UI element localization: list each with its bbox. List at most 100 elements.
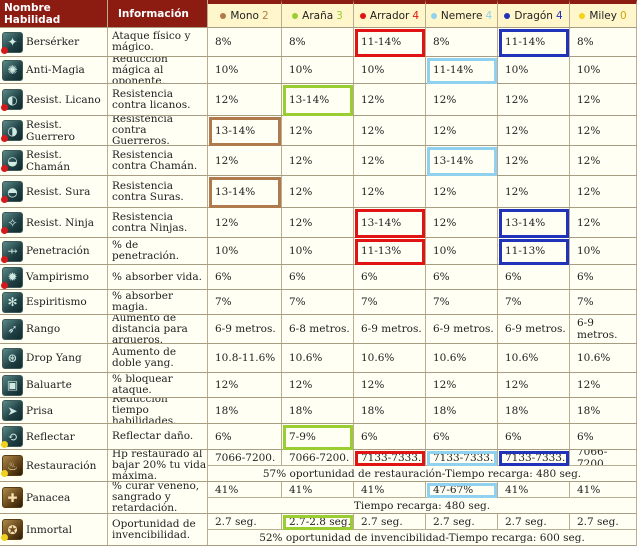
skill-value-cell: 41% xyxy=(282,482,354,498)
skill-value: 12% xyxy=(289,379,313,391)
skill-value: 7% xyxy=(215,296,232,308)
skill-value: 10.6% xyxy=(505,352,539,364)
skill-info-cell: % absorber vida. xyxy=(108,265,208,289)
skill-value-cell: 6% xyxy=(354,265,426,289)
skill-value-cell: 2.7 seg. xyxy=(498,514,570,530)
skill-value: 13-14% xyxy=(215,124,256,137)
skill-value: 12% xyxy=(505,154,529,167)
skill-value: 10.6% xyxy=(577,352,611,364)
skill-info-cell: Resistencia contra Ninjas. xyxy=(108,208,208,237)
bulwark-icon: ▣ xyxy=(2,374,23,396)
skill-value: 2.7 seg. xyxy=(577,515,619,528)
skill-value: 41% xyxy=(289,483,313,496)
skill-value: 6-9 metros. xyxy=(505,323,566,335)
cooldown-note-text: 52% oportunidad de invencibilidad-Tiempo… xyxy=(259,532,585,544)
skill-value: 41% xyxy=(215,483,239,496)
skill-value-cell: 10% xyxy=(426,238,498,264)
skill-name: Rango xyxy=(26,323,61,335)
skill-value-cell: 6% xyxy=(498,265,570,289)
skill-name-cell: ⇸ Penetración xyxy=(0,238,108,264)
skill-value-cell: 8% xyxy=(426,28,498,56)
skill-value: 7-9% xyxy=(289,430,316,443)
skill-name: Penetración xyxy=(26,245,90,257)
table-row: ◒ Resist. Chamán Resistencia contra Chamán… xyxy=(0,146,637,176)
skill-value: 18% xyxy=(215,404,239,417)
skill-value-cell: 6-9 metros. xyxy=(354,315,426,343)
skill-value-cell: 12% xyxy=(426,373,498,397)
spirit-icon: ✻ xyxy=(2,291,23,313)
skill-value: 7% xyxy=(361,296,378,308)
skill-value: 41% xyxy=(505,483,529,496)
skill-value: 8% xyxy=(433,36,450,48)
skill-value: 2.7 seg. xyxy=(505,515,547,528)
skill-value-cell: 12% xyxy=(570,116,637,145)
skill-value: 7133-7333. xyxy=(505,451,566,464)
skill-value: 12% xyxy=(215,154,239,167)
skill-value-cell: 7% xyxy=(354,290,426,314)
skill-value-cell: 13-14% xyxy=(498,208,570,237)
skill-value: 10.6% xyxy=(433,352,467,364)
skill-value-cell: 13-14% xyxy=(426,146,498,175)
cooldown-note-text: Tiempo recarga: 480 seg. xyxy=(353,500,491,512)
skill-value-cell: 12% xyxy=(426,116,498,145)
skill-info-cell: Resistencia contra Chamán. xyxy=(108,146,208,175)
skill-info-cell: Reflectar daño. xyxy=(108,424,208,449)
skill-name-cell: ⊛ Drop Yang xyxy=(0,344,108,372)
skill-value-cell: 6-9 metros. xyxy=(570,315,637,343)
skill-value: 10.6% xyxy=(289,352,323,364)
skill-value-cell: 8% xyxy=(570,28,637,56)
skill-value-cell: 6% xyxy=(282,265,354,289)
skill-info: Oportunidad de invencibilidad. xyxy=(112,517,196,541)
skill-info-cell: Aumento de doble yang. xyxy=(108,344,208,372)
skill-info: % bloquear ataque. xyxy=(112,373,173,396)
special-row: ✚ Panacea% curar veneno, sangrado y retar… xyxy=(0,482,637,514)
skill-value-cell: 18% xyxy=(570,398,637,423)
skill-value: 2.7 seg. xyxy=(361,515,403,528)
skill-value: 13-14% xyxy=(289,93,330,106)
skill-value: 12% xyxy=(289,124,313,137)
shaman-icon: ◒ xyxy=(1,150,23,172)
skill-value-cell: 2.7 seg. xyxy=(426,514,498,530)
skill-value-cell: 10% xyxy=(570,57,637,83)
skill-value: 6% xyxy=(505,430,522,443)
skill-value-cell: 12% xyxy=(426,208,498,237)
skill-value: 6% xyxy=(433,430,450,443)
skill-value: 6-9 metros. xyxy=(215,323,276,335)
skill-value-cell: 18% xyxy=(208,398,282,423)
skill-value: 12% xyxy=(505,93,529,106)
skill-value: 10.6% xyxy=(361,352,395,364)
skill-info-cell: % absorber magia. xyxy=(108,290,208,314)
skill-info-cell: % curar veneno, sangrado y retardación. xyxy=(108,482,208,513)
restoration-icon: ♨ xyxy=(1,455,23,477)
skill-value-cell: 10% xyxy=(208,238,282,264)
skill-value-cell: 12% xyxy=(354,373,426,397)
skill-value: 6% xyxy=(361,430,378,443)
skill-info: Resistencia contra licanos. xyxy=(112,87,191,111)
header-guardian-3: Nemere 4 xyxy=(426,0,498,27)
skill-value: 12% xyxy=(433,216,457,229)
skill-value: 13-14% xyxy=(505,216,546,229)
guardian-label: Mono xyxy=(230,9,259,22)
anti-magic-icon: ✺ xyxy=(2,59,23,81)
skill-value: 6% xyxy=(289,271,306,283)
skill-value: 10% xyxy=(505,64,529,76)
skill-value-cell: 12% xyxy=(282,176,354,207)
skill-info-cell: % bloquear ataque. xyxy=(108,373,208,397)
header-name-label: Nombre Habilidad xyxy=(4,1,61,26)
immortal-icon: ✪ xyxy=(1,519,23,541)
skill-value: 41% xyxy=(577,483,601,496)
skill-value-cell: 13-14% xyxy=(208,176,282,207)
skill-value-cell: 10% xyxy=(498,57,570,83)
skill-value: 12% xyxy=(577,124,601,137)
skill-value: 6-9 metros. xyxy=(433,323,494,335)
skill-value-cell: 41% xyxy=(498,482,570,498)
skill-value: 2.7-2.8 seg. xyxy=(289,515,351,528)
skill-value: 12% xyxy=(361,124,385,137)
skill-value-cell: 12% xyxy=(282,146,354,175)
status-dot xyxy=(1,46,8,54)
skill-value: 12% xyxy=(505,379,529,391)
skill-name: Drop Yang xyxy=(26,352,82,364)
skill-value: 12% xyxy=(577,379,601,391)
skill-value-cell: 10% xyxy=(282,238,354,264)
skill-value: 10% xyxy=(361,64,385,76)
